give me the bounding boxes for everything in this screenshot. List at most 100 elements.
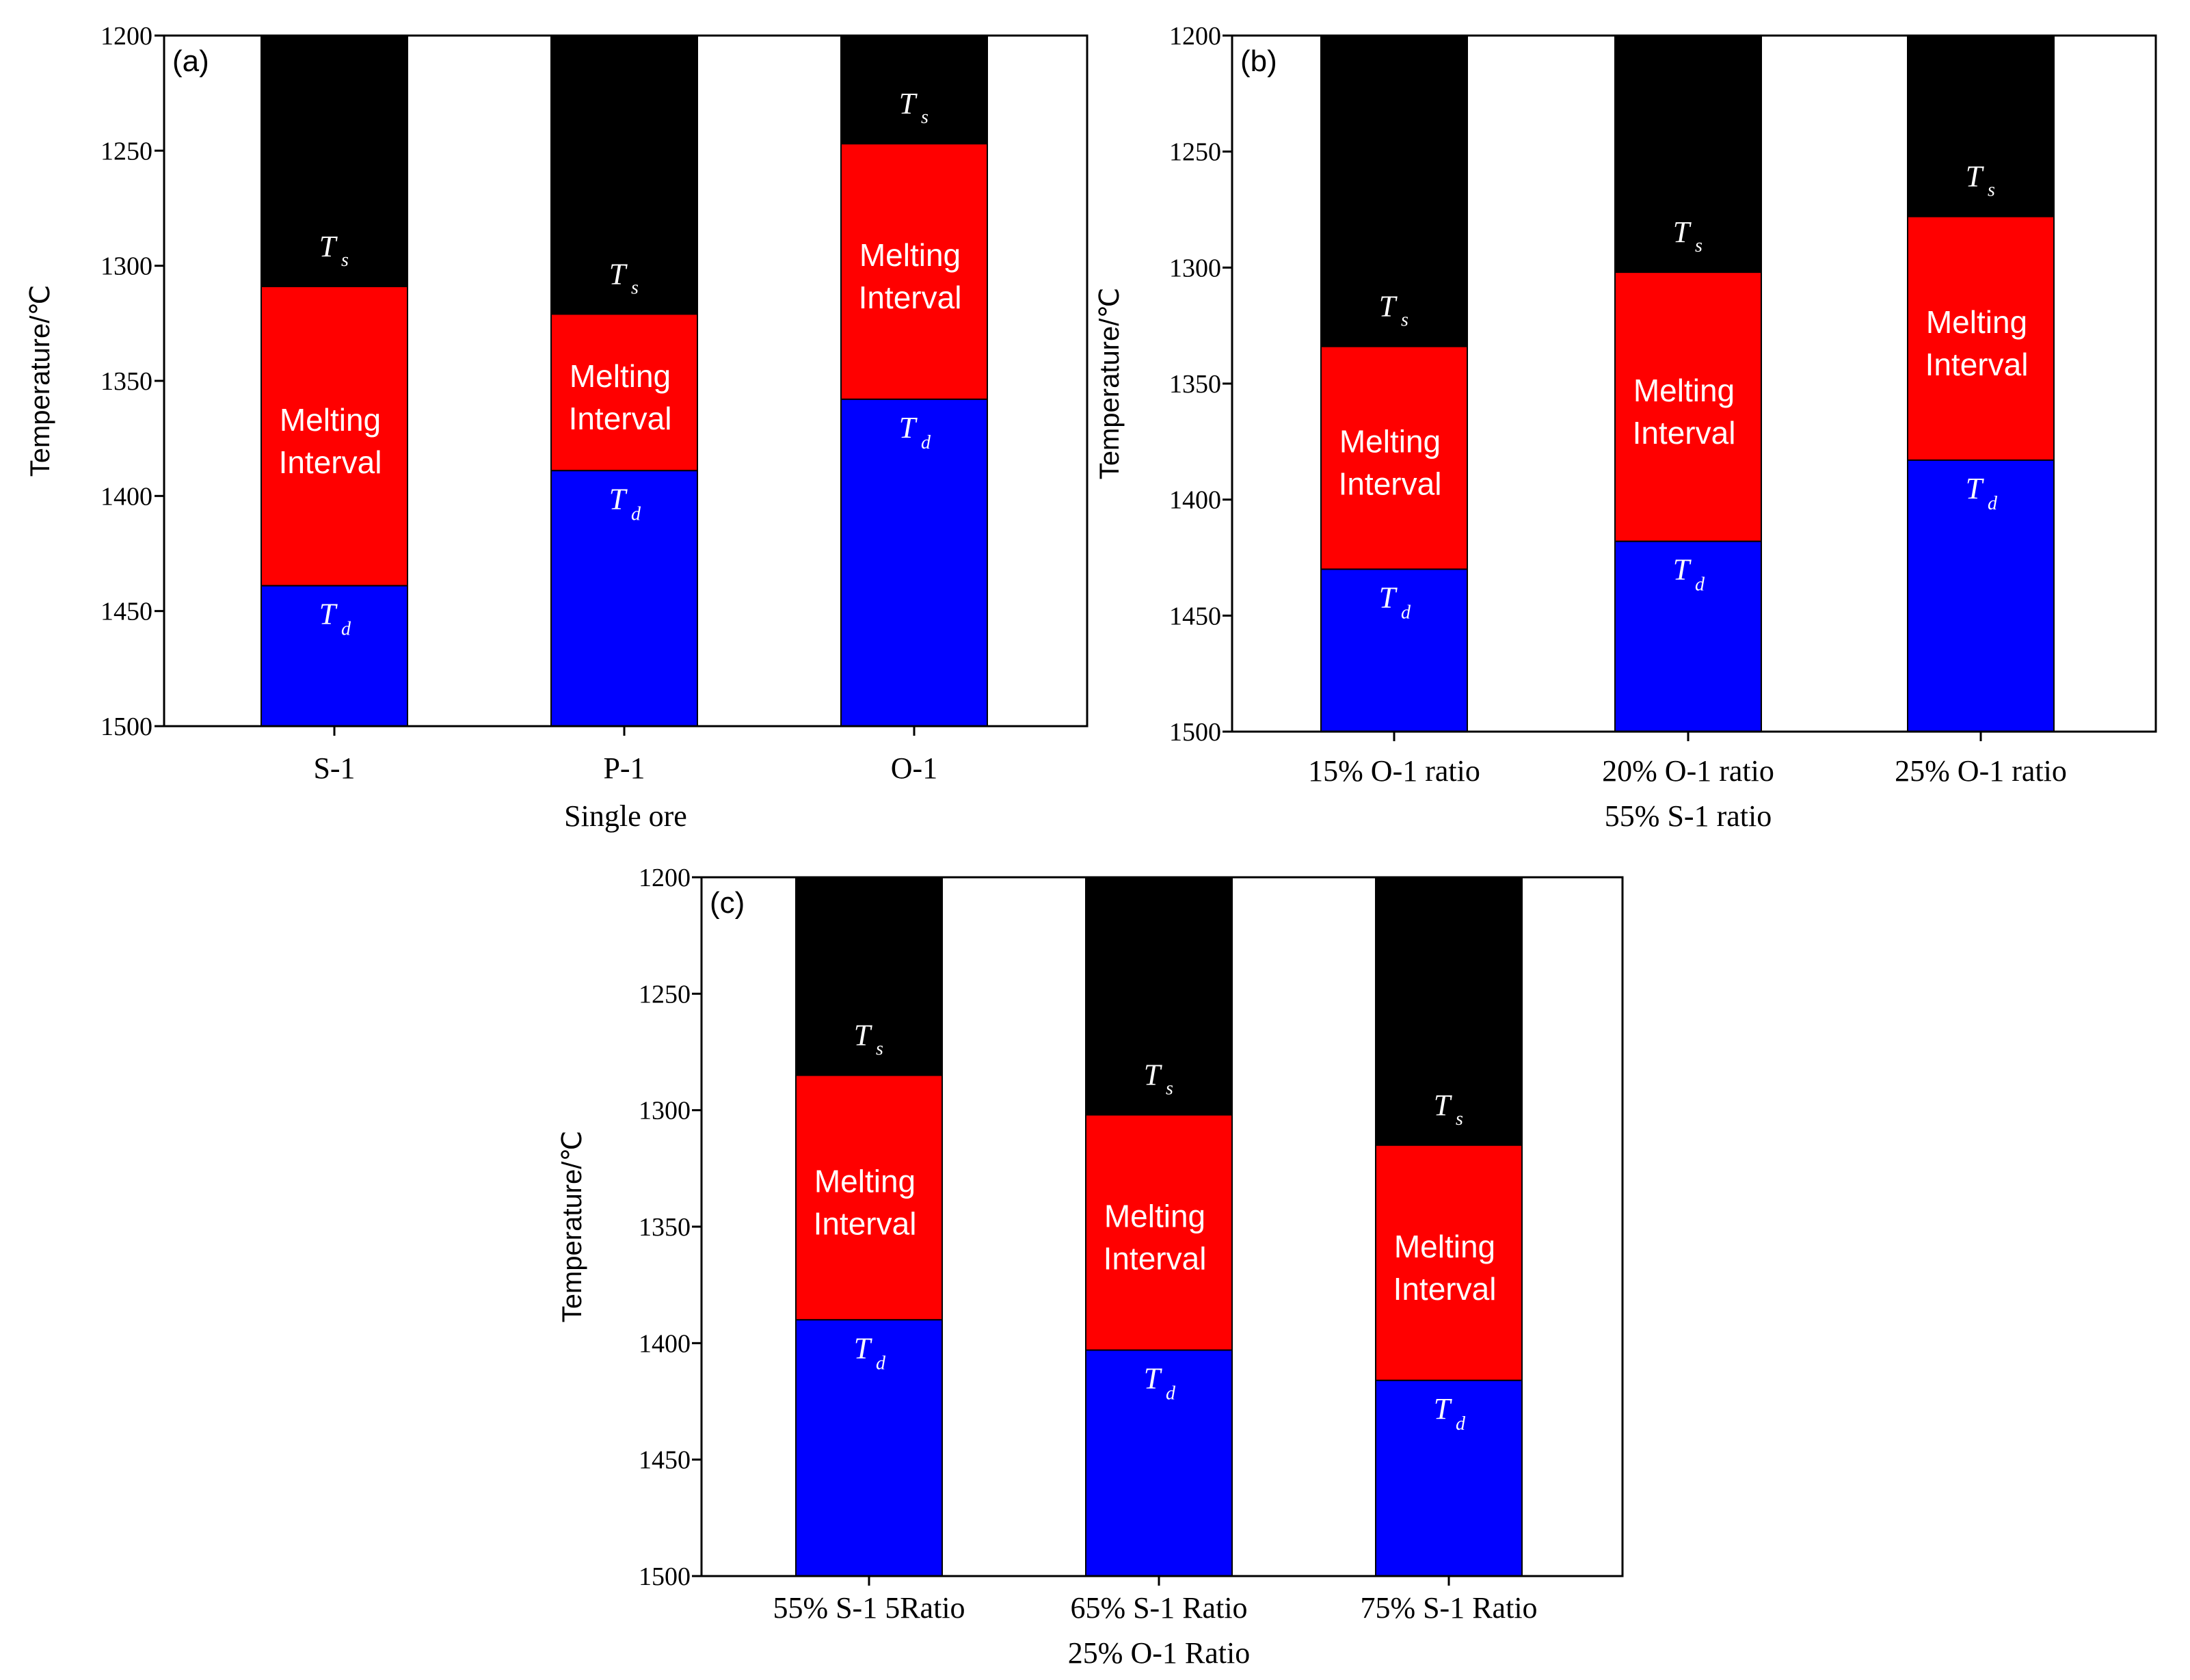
- bar-dripping-segment: [261, 585, 408, 728]
- y-tick-label: 1450: [1169, 602, 1221, 630]
- td-subscript: d: [1401, 602, 1411, 623]
- y-tick-label: 1250: [639, 980, 691, 1009]
- td-subscript: d: [1988, 493, 1998, 514]
- melting-interval-label: Melting: [859, 237, 961, 273]
- td-subscript: d: [1166, 1383, 1176, 1404]
- bar-solid-segment: [550, 35, 698, 315]
- x-axis-title: Single ore: [564, 799, 687, 833]
- panel-label: (c): [710, 886, 745, 920]
- bar-solid-segment: [1614, 35, 1762, 274]
- bar-melting-segment: [550, 313, 698, 472]
- y-tick-label: 1400: [101, 482, 152, 511]
- melting-interval-label: Interval: [1925, 347, 2029, 382]
- category-label: 55% S-1 ratio: [1605, 799, 1772, 833]
- ts-subscript: s: [1695, 235, 1702, 256]
- category-label: 65% S-1 Ratio: [1070, 1591, 1247, 1625]
- melting-interval-label: Interval: [279, 444, 382, 480]
- category-label: 75% S-1 Ratio: [1360, 1591, 1537, 1625]
- td-subscript: d: [1456, 1413, 1466, 1435]
- bar-dripping-segment: [1085, 1349, 1233, 1577]
- bar-dripping-segment: [1375, 1379, 1523, 1577]
- td-subscript: d: [921, 432, 931, 453]
- melting-interval-label: Interval: [569, 401, 672, 436]
- ts-label: T: [609, 257, 628, 291]
- td-label: T: [854, 1331, 873, 1365]
- category-label: P-1: [603, 751, 645, 785]
- y-tick-label: 1350: [639, 1213, 691, 1242]
- bar-solid-segment: [1320, 35, 1468, 347]
- y-tick-label: 1450: [101, 598, 152, 626]
- y-tick-label: 1400: [1169, 486, 1221, 515]
- melting-interval-label: Interval: [1339, 466, 1442, 502]
- melting-interval-label: Interval: [859, 280, 962, 315]
- bar-melting-segment: [795, 1074, 943, 1321]
- ts-subscript: s: [1166, 1078, 1173, 1099]
- y-tick-label: 1350: [1169, 370, 1221, 399]
- category-label: 25% O-1 ratio: [1895, 754, 2067, 788]
- bar-dripping-segment: [550, 470, 698, 727]
- td-label: T: [609, 482, 628, 516]
- td-subscript: d: [341, 619, 351, 640]
- td-label: T: [1434, 1392, 1453, 1426]
- bar-melting-segment: [1320, 345, 1468, 570]
- ts-subscript: s: [921, 107, 929, 128]
- melting-interval-label: Interval: [1104, 1241, 1207, 1277]
- melting-interval-label: Interval: [1393, 1271, 1497, 1307]
- category-label: 25% O-1 Ratio: [1068, 1636, 1250, 1670]
- y-tick-label: 1200: [101, 22, 152, 51]
- bar-solid-segment: [261, 35, 408, 287]
- bar-dripping-segment: [840, 398, 988, 728]
- y-tick-label: 1300: [639, 1097, 691, 1125]
- bar-melting-segment: [1085, 1114, 1233, 1351]
- melting-interval-label: Melting: [1339, 424, 1441, 459]
- y-tick-label: 1400: [639, 1329, 691, 1358]
- y-tick-label: 1450: [639, 1446, 691, 1475]
- y-axis-title: Temperature/℃: [1095, 288, 1125, 480]
- category-label: 55% S-1 5Ratio: [773, 1591, 965, 1625]
- y-tick-label: 1500: [639, 1562, 691, 1591]
- bar-melting-segment: [1614, 271, 1762, 542]
- ts-label: T: [899, 87, 918, 120]
- panel-label: (a): [172, 44, 209, 78]
- ts-label: T: [1144, 1058, 1163, 1091]
- bar-dripping-segment: [1320, 568, 1468, 733]
- td-subscript: d: [876, 1352, 886, 1374]
- ts-label: T: [319, 230, 338, 263]
- melting-interval-label: Melting: [1104, 1199, 1205, 1234]
- td-subscript: d: [1695, 574, 1705, 596]
- td-subscript: d: [631, 503, 641, 524]
- y-axis-title: Temperature/℃: [25, 285, 55, 477]
- ts-label: T: [1966, 160, 1985, 194]
- y-tick-label: 1500: [1169, 718, 1221, 747]
- ts-label: T: [1673, 215, 1692, 249]
- y-tick-label: 1250: [101, 137, 152, 165]
- y-tick-label: 1500: [101, 712, 152, 741]
- melting-interval-label: Interval: [1633, 415, 1736, 451]
- category-label: 15% O-1 ratio: [1308, 754, 1480, 788]
- bar-melting-segment: [261, 285, 408, 587]
- bar-dripping-segment: [1907, 459, 2055, 732]
- y-tick-label: 1300: [1169, 254, 1221, 282]
- bar-melting-segment: [1907, 215, 2055, 461]
- ts-label: T: [1434, 1089, 1453, 1122]
- bar-solid-segment: [1375, 877, 1523, 1146]
- category-label: 20% O-1 ratio: [1602, 754, 1774, 788]
- bar-dripping-segment: [795, 1319, 943, 1577]
- category-label: O-1: [891, 751, 937, 785]
- category-label: S-1: [313, 751, 355, 785]
- y-tick-label: 1200: [639, 864, 691, 892]
- melting-interval-label: Melting: [1633, 373, 1735, 408]
- ts-subscript: s: [341, 250, 349, 271]
- bar-melting-segment: [840, 143, 988, 400]
